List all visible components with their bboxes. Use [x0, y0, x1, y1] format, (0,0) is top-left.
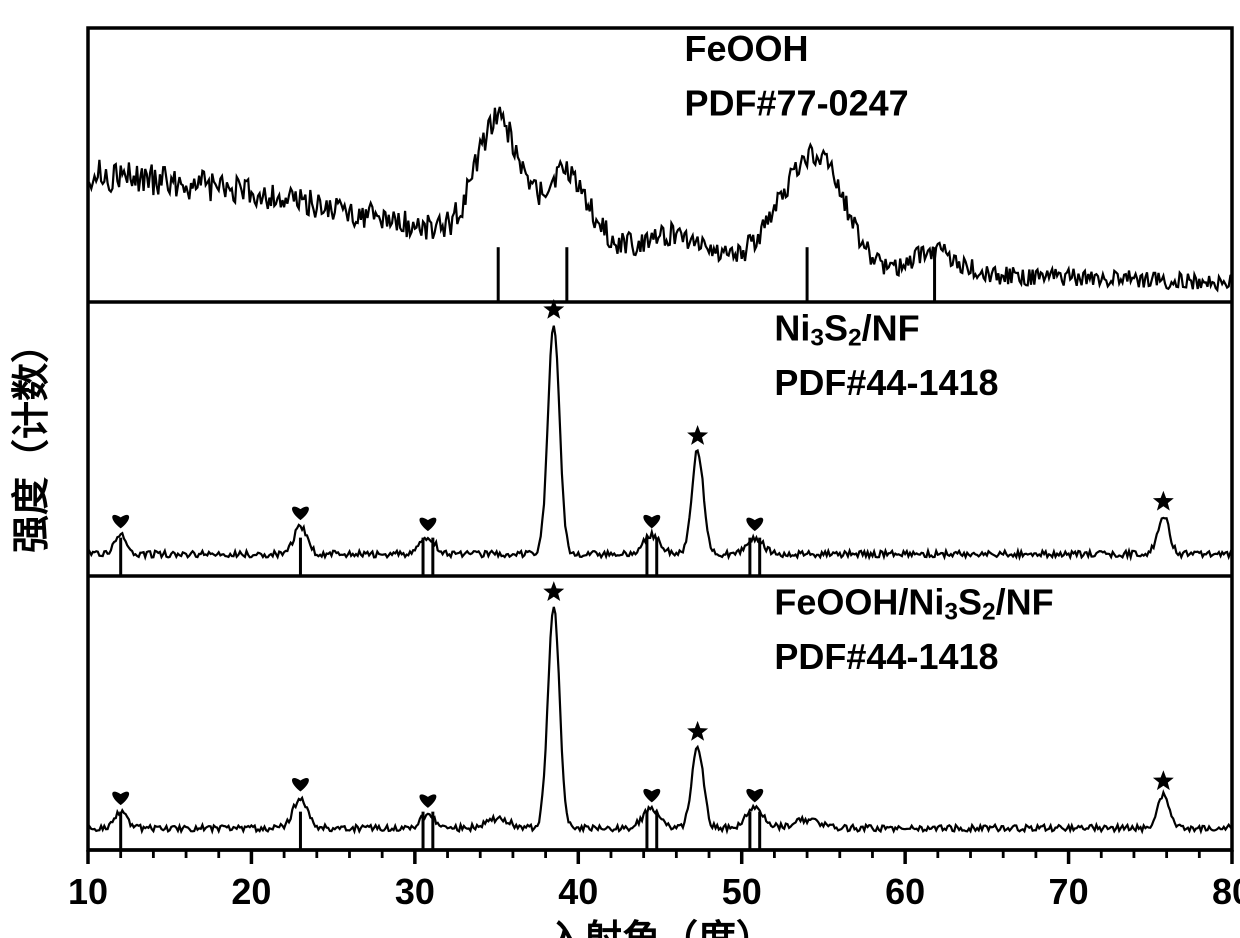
xrd-trace [88, 107, 1232, 290]
heart-icon [112, 792, 129, 806]
ylabel: 强度（计数） [11, 325, 53, 553]
heart-icon [643, 789, 660, 803]
heart-icon [292, 778, 309, 792]
panel-label: FeOOH/Ni3S2/NF [774, 581, 1053, 625]
xrd-trace [88, 607, 1232, 831]
heart-icon [643, 515, 660, 529]
panel-label: Ni3S2/NF [774, 307, 919, 351]
panel-label: PDF#44-1418 [774, 636, 998, 677]
xtick-label: 80 [1212, 871, 1240, 912]
xlabel: 入射角（度） [546, 919, 774, 938]
panel-bottom: FeOOH/Ni3S2/NF PDF#44-1418 [88, 581, 1232, 850]
panel-label: PDF#44-1418 [774, 362, 998, 403]
star-icon [687, 721, 708, 741]
panel-label: PDF#77-0247 [685, 83, 909, 124]
star-icon [687, 425, 708, 445]
heart-icon [746, 789, 763, 803]
star-icon [543, 581, 564, 601]
heart-icon [112, 515, 129, 529]
xtick-label: 10 [68, 871, 108, 912]
panel-middle: Ni3S2/NF PDF#44-1418 [88, 299, 1232, 576]
star-icon [1153, 770, 1174, 790]
xtick-label: 50 [722, 871, 762, 912]
xrd-trace [88, 326, 1232, 558]
plot-frame [88, 28, 1232, 850]
star-icon [1153, 491, 1174, 511]
heart-icon [419, 518, 436, 532]
heart-icon [419, 794, 436, 808]
xrd-svg: FeOOHPDF#77-0247Ni3S2/NFPDF#44-1418FeOOH… [0, 0, 1240, 938]
heart-icon [746, 518, 763, 532]
panel-top: FeOOH PDF#77-0247 [88, 28, 1232, 302]
xtick-label: 30 [395, 871, 435, 912]
heart-icon [292, 507, 309, 521]
xtick-label: 20 [231, 871, 271, 912]
xtick-label: 40 [558, 871, 598, 912]
xtick-label: 60 [885, 871, 925, 912]
xtick-label: 70 [1049, 871, 1089, 912]
xrd-figure: FeOOHPDF#77-0247Ni3S2/NFPDF#44-1418FeOOH… [0, 0, 1240, 938]
panel-label: FeOOH [685, 28, 809, 69]
